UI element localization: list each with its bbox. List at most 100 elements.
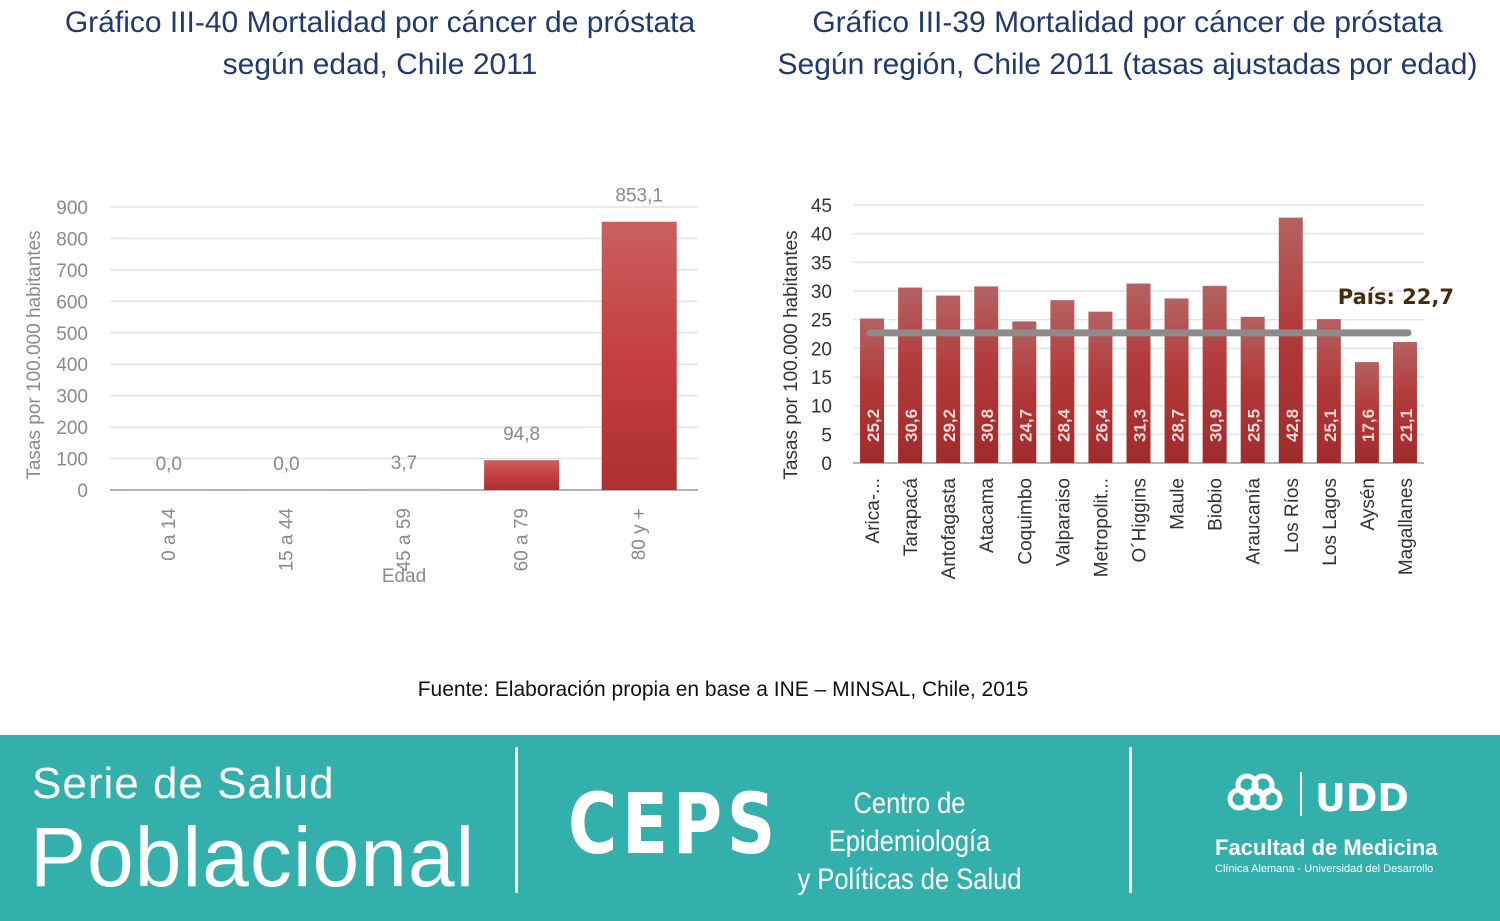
udd-wordmark: UDD [1315,776,1409,820]
data-label: 29,2 [940,409,959,442]
bar [366,488,442,490]
right-chart-title-line1: Gráfico III-39 Mortalidad por cáncer de … [812,6,1443,39]
faculty-name: Facultad de Medicina [1215,835,1438,860]
data-label: 24,7 [1016,409,1035,442]
data-label: 28,7 [1169,409,1188,442]
x-tick-label: Magallanes [1396,478,1417,575]
knot-icon [1227,773,1283,811]
y-tick-label: 35 [811,253,832,274]
bar [1354,362,1379,463]
y-tick-label: 800 [56,229,88,250]
bar [484,460,560,490]
data-label: 30,9 [1207,409,1226,442]
y-tick-label: 500 [56,324,88,345]
x-tick-label: O´Higgins [1130,478,1151,562]
data-label: 28,4 [1054,408,1073,442]
footer-divider [1129,747,1132,893]
bar [1278,217,1303,463]
y-tick-label: 25 [811,311,832,332]
x-tick-label: Biobio [1206,478,1227,531]
y-tick-label: 0 [77,481,88,502]
data-label: 21,1 [1397,409,1416,442]
data-label: 853,1 [615,186,663,207]
bar [1012,321,1037,463]
bar [1392,342,1417,463]
bar [601,221,677,491]
y-tick-label: 700 [56,261,88,282]
left-chart-title-line2: según edad, Chile 2011 [222,48,538,81]
series-title-line1: Serie de Salud [32,759,335,808]
y-axis-title: Tasas por 100.000 habitantes [781,230,802,479]
bar [131,489,207,490]
x-tick-label: 15 a 44 [276,508,297,572]
bar [1202,285,1227,463]
data-label: 0,0 [273,454,299,475]
footer-banner: Serie de Salud Poblacional CEPS Centro d… [0,735,1500,921]
bar [974,286,999,463]
left-chart-title-line1: Gráfico III-40 Mortalidad por cáncer de … [64,6,696,39]
bar [248,489,324,490]
y-tick-label: 600 [56,292,88,313]
x-tick-label: Tarapacá [901,478,922,557]
ceps-subtitle-line2: y Políticas de Salud [797,863,1022,896]
bar [1316,319,1341,463]
ceps-logo: CEPS [568,775,781,873]
data-label: 30,6 [902,409,921,442]
y-tick-label: 45 [811,196,832,217]
y-tick-label: 5 [821,425,832,446]
y-axis-title: Tasas por 100.000 habitantes [24,230,45,479]
series-title-line2: Poblacional [30,810,476,904]
data-label: 25,1 [1321,409,1340,442]
ceps-subtitle: Centro de Epidemiología y Políticas de S… [782,785,1037,899]
age-mortality-bar-chart: 0 100 200 300 400 500 600 700 800 900 0,0 0 a 14 0,0… [24,186,698,587]
x-tick-label: 0 a 14 [159,508,180,561]
x-tick-label: Araucanía [1244,478,1265,565]
y-tick-label: 200 [56,418,88,439]
data-label: 25,2 [864,409,883,442]
y-tick-label: 400 [56,355,88,376]
data-label: 94,8 [503,424,540,445]
bar [1126,283,1151,463]
bar [1088,311,1113,463]
data-label: 31,3 [1131,409,1150,442]
y-tick-label: 15 [811,368,832,389]
x-tick-label: 80 y + [629,508,650,560]
y-tick-label: 900 [56,198,88,219]
bar [1164,298,1189,463]
y-tick-label: 300 [56,387,88,408]
ceps-subtitle-line1: Centro de Epidemiología [828,787,991,858]
data-label: 26,4 [1092,408,1111,442]
right-chart-title: Gráfico III-39 Mortalidad por cáncer de … [755,2,1500,86]
y-tick-label: 100 [56,450,88,471]
y-tick-label: 40 [811,225,832,246]
left-chart-title: Gráfico III-40 Mortalidad por cáncer de … [30,2,730,86]
y-tick-label: 20 [811,339,832,360]
bar [1050,300,1075,463]
data-label: 3,7 [391,453,417,474]
x-tick-label: Metropolit... [1091,478,1112,577]
bar [936,295,961,463]
faculty-subtitle: Clínica Alemana - Universidad del Desarr… [1215,863,1434,875]
x-tick-label: Los Lagos [1320,478,1341,566]
x-tick-label: 60 a 79 [512,508,533,571]
data-label: 42,8 [1283,409,1302,442]
y-tick-label: 0 [821,454,832,475]
x-tick-label: Antofagasta [939,478,960,580]
source-note: Fuente: Elaboración propia en base a INE… [417,678,1029,701]
right-chart-title-line2: Según región, Chile 2011 (tasas ajustada… [777,48,1478,81]
footer-divider [515,747,518,893]
bar [898,287,923,463]
udd-logo: UDD [1227,772,1409,820]
data-label: 25,5 [1245,409,1264,442]
x-tick-label: Aysén [1358,478,1379,530]
x-tick-label: Maule [1168,478,1189,530]
bar [1240,316,1265,463]
x-tick-label: Los Ríos [1282,478,1303,553]
x-tick-label: Atacama [977,478,998,553]
y-tick-label: 10 [811,397,832,418]
x-tick-label: Valparaiso [1053,478,1074,566]
bar [860,318,885,463]
x-tick-label: Arica-... [863,478,884,543]
region-mortality-bar-chart: 0 5 10 15 20 25 30 35 40 45 25,2 Arica-... 30,6 Tarap… [781,196,1454,580]
y-tick-label: 30 [811,282,832,303]
